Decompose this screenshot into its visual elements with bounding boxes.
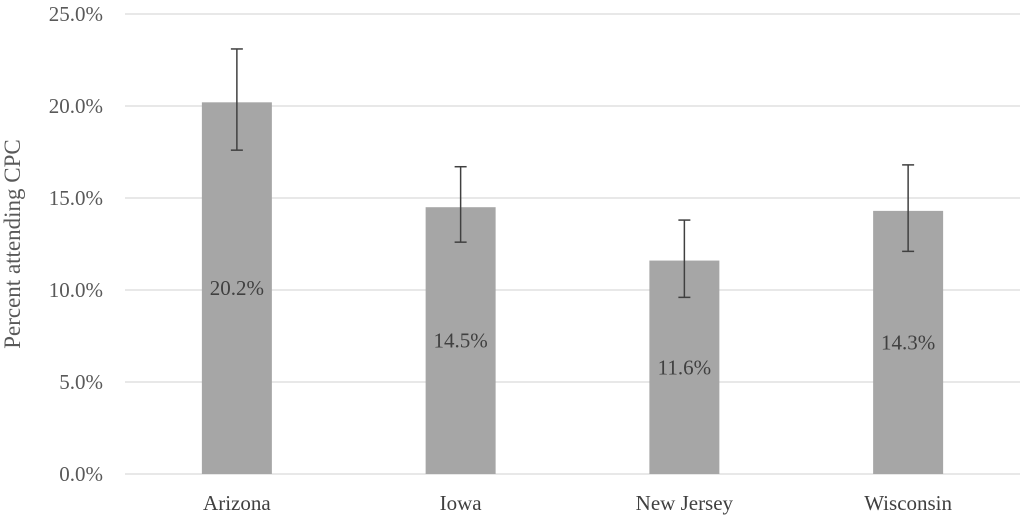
- y-tick-label: 15.0%: [49, 186, 103, 210]
- x-category-labels: Arizona Iowa New Jersey Wisconsin: [203, 491, 952, 515]
- x-category-label: Iowa: [440, 491, 483, 515]
- y-tick-label: 10.0%: [49, 278, 103, 302]
- y-tick-labels: 0.0% 5.0% 10.0% 15.0% 20.0% 25.0%: [49, 2, 103, 486]
- data-label: 11.6%: [658, 355, 711, 379]
- x-category-label: Wisconsin: [864, 491, 952, 515]
- data-label: 20.2%: [210, 276, 264, 300]
- bar-iowa: [425, 207, 496, 474]
- x-category-label: New Jersey: [636, 491, 734, 515]
- y-tick-label: 0.0%: [59, 462, 103, 486]
- bar-arizona: [201, 102, 272, 474]
- data-label: 14.5%: [434, 329, 488, 353]
- x-category-label: Arizona: [203, 491, 271, 515]
- data-label: 14.3%: [881, 330, 935, 354]
- y-tick-label: 25.0%: [49, 2, 103, 26]
- data-labels: 20.2% 14.5% 11.6% 14.3%: [210, 276, 936, 379]
- bar-wisconsin: [873, 210, 944, 474]
- bars: [201, 102, 944, 474]
- y-tick-label: 5.0%: [59, 370, 103, 394]
- y-tick-label: 20.0%: [49, 94, 103, 118]
- y-axis-title: Percent attending CPC: [0, 139, 25, 349]
- gridlines: [125, 13, 1020, 475]
- error-bars: [230, 48, 915, 299]
